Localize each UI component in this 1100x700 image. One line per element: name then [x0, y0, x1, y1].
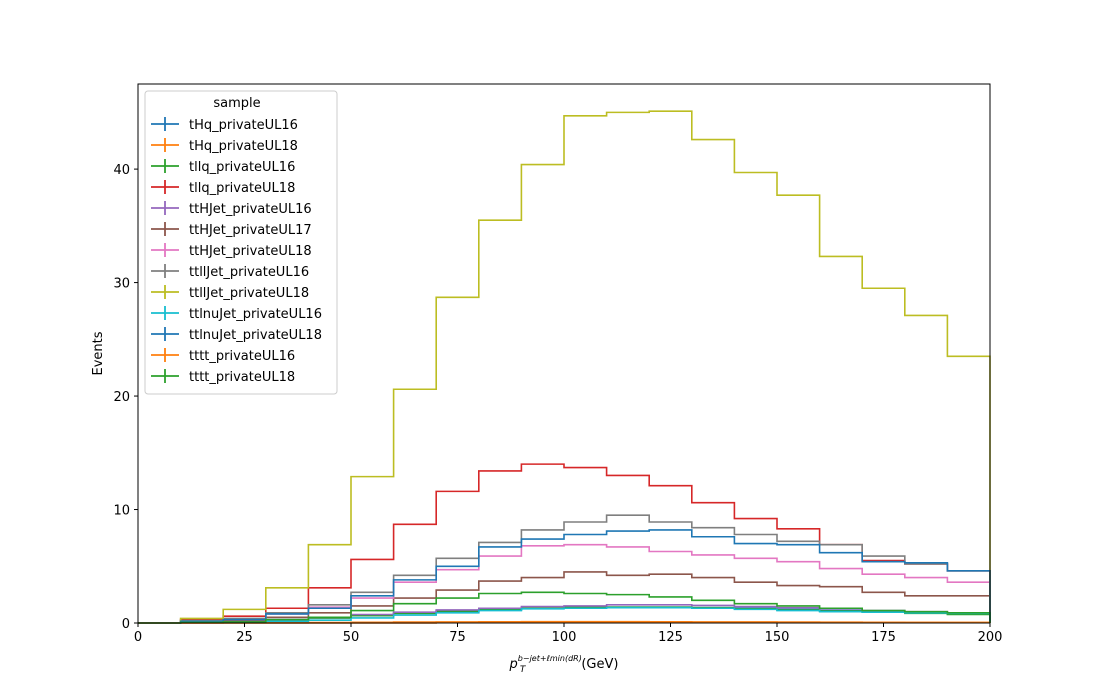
legend-item: tHq_privateUL18 — [151, 138, 298, 154]
y-axis-label: Events — [91, 331, 106, 375]
x-tick-label: 50 — [343, 630, 360, 645]
legend-label: tHq_privateUL16 — [189, 118, 298, 133]
series-line-7 — [138, 514, 991, 624]
x-axis-ticks: 0 25 50 75 100 125 150 175 200 — [134, 623, 1003, 645]
x-tick-label: 25 — [236, 630, 253, 645]
legend-item: ttllJet_privateUL18 — [151, 285, 309, 301]
series-line-5 — [138, 571, 991, 624]
legend-label: ttlnuJet_privateUL18 — [189, 328, 322, 343]
y-tick-label: 0 — [122, 617, 130, 632]
y-tick-label: 30 — [113, 277, 130, 292]
legend-item: ttlnuJet_privateUL18 — [151, 327, 322, 343]
legend-item: tttt_privateUL16 — [151, 348, 295, 364]
x-axis-label-unit: (GeV) — [581, 657, 618, 672]
y-tick-label: 10 — [113, 504, 130, 519]
y-tick-label: 40 — [113, 163, 130, 178]
legend-title: sample — [213, 96, 260, 111]
legend-label: ttHJet_privateUL16 — [189, 202, 312, 217]
x-tick-label: 75 — [449, 630, 466, 645]
series-line-10 — [138, 529, 991, 624]
legend-label: tttt_privateUL18 — [189, 370, 295, 385]
legend-label: ttHJet_privateUL17 — [189, 223, 312, 238]
x-tick-label: 200 — [978, 630, 1003, 645]
x-axis-label: pb−jet+ℓmin(dR) T (GeV) — [509, 654, 619, 675]
legend-label: tllq_privateUL16 — [189, 160, 295, 175]
legend: sample tHq_privateUL16 tHq_privateUL18tll… — [144, 90, 338, 395]
legend-item: tHq_privateUL16 — [151, 117, 298, 133]
legend-item: ttlnuJet_privateUL16 — [151, 306, 322, 322]
legend-items: tHq_privateUL16 tHq_privateUL18 tllq_priva… — [151, 117, 322, 385]
x-axis-label-main: p — [509, 657, 518, 672]
legend-item: ttHJet_privateUL16 — [151, 201, 312, 217]
series-line-8 — [138, 110, 991, 624]
legend-label: tttt_privateUL16 — [189, 349, 295, 364]
y-tick-label: 20 — [113, 390, 130, 405]
legend-item: ttllJet_privateUL16 — [151, 264, 309, 280]
legend-item: tllq_privateUL16 — [151, 159, 295, 175]
legend-item: ttHJet_privateUL17 — [151, 222, 312, 238]
legend-label: tHq_privateUL18 — [189, 139, 298, 154]
legend-label: ttllJet_privateUL16 — [189, 265, 309, 280]
y-axis-ticks: 0 10 20 30 40 — [113, 163, 138, 632]
series-line-12 — [138, 591, 991, 624]
legend-item: tllq_privateUL18 — [151, 180, 295, 196]
legend-item: tttt_privateUL18 — [151, 369, 295, 385]
legend-label: tllq_privateUL18 — [189, 181, 295, 196]
x-axis-label-subscript: T — [520, 665, 527, 675]
x-tick-label: 150 — [765, 630, 790, 645]
legend-box — [144, 90, 338, 395]
x-tick-label: 175 — [871, 630, 896, 645]
legend-label: ttHJet_privateUL18 — [189, 244, 312, 259]
legend-label: ttlnuJet_privateUL16 — [189, 307, 322, 322]
x-tick-label: 0 — [134, 630, 142, 645]
legend-item: ttHJet_privateUL18 — [151, 243, 312, 259]
legend-label: ttllJet_privateUL18 — [189, 286, 309, 301]
series-line-9 — [138, 606, 991, 624]
x-tick-label: 100 — [552, 630, 577, 645]
x-axis-label-superscript: b−jet+ℓmin(dR) — [518, 654, 582, 663]
x-tick-label: 125 — [658, 630, 683, 645]
